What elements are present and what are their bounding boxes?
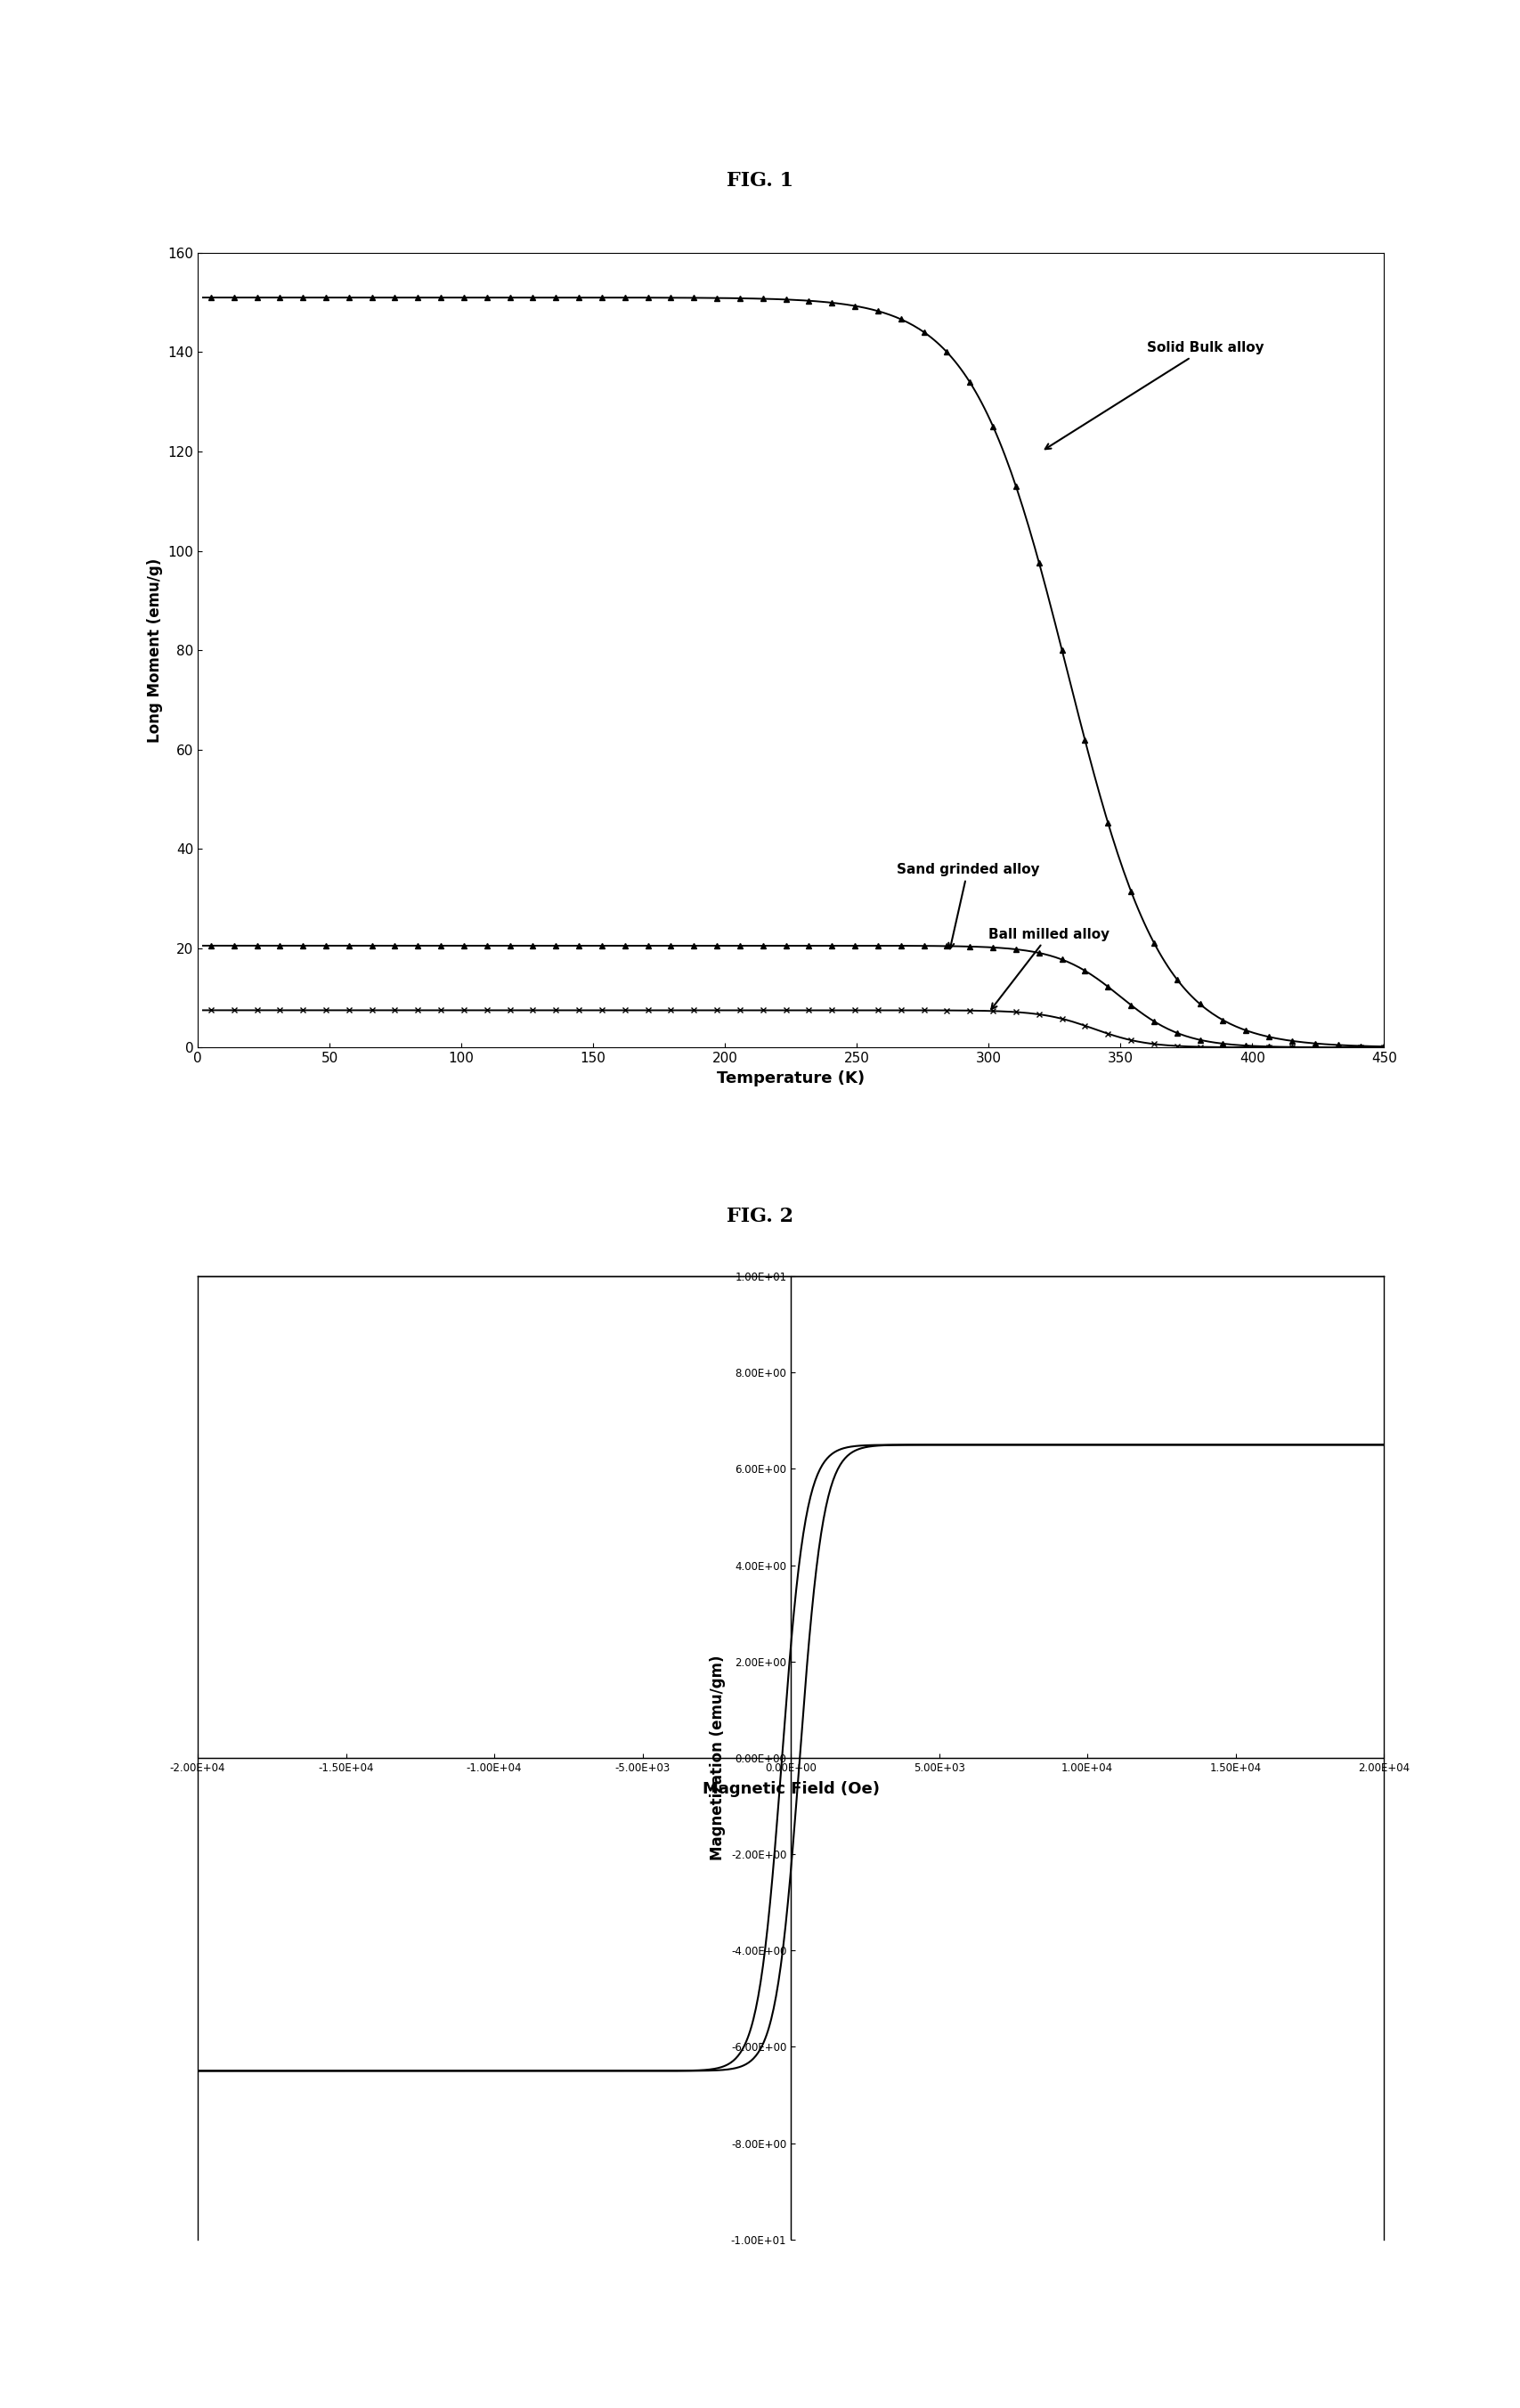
- Text: FIG. 2: FIG. 2: [727, 1206, 793, 1226]
- X-axis label: Temperature (K): Temperature (K): [716, 1069, 865, 1086]
- Text: Ball milled alloy: Ball milled alloy: [988, 927, 1110, 1009]
- Y-axis label: Long Moment (emu/g): Long Moment (emu/g): [146, 559, 163, 742]
- Text: FIG. 1: FIG. 1: [727, 171, 793, 190]
- Y-axis label: Magnetization (emu/gm): Magnetization (emu/gm): [710, 1654, 725, 1861]
- Text: Solid Bulk alloy: Solid Bulk alloy: [1044, 342, 1263, 448]
- X-axis label: Magnetic Field (Oe): Magnetic Field (Oe): [702, 1782, 879, 1796]
- Text: Sand grinded alloy: Sand grinded alloy: [895, 862, 1038, 949]
